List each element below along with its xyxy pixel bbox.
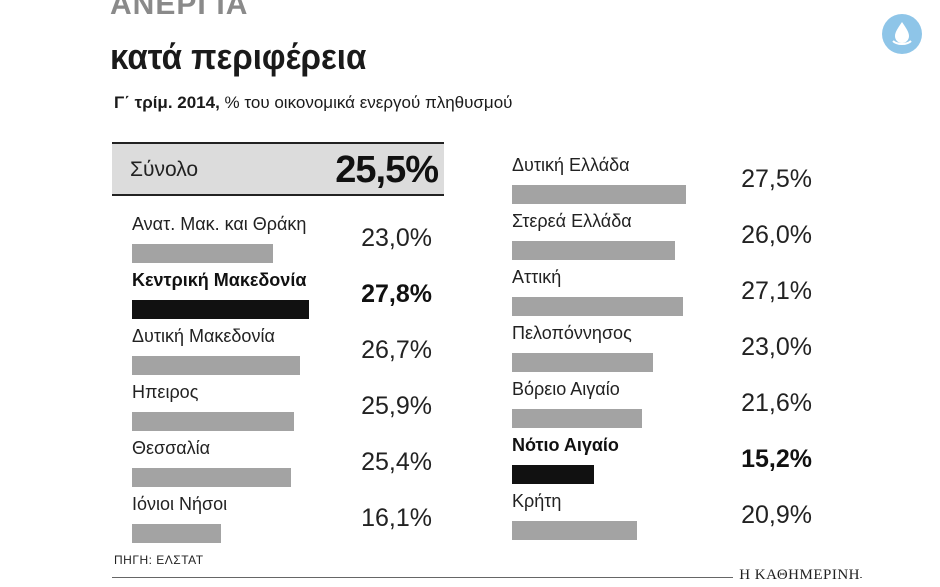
chart-supertitle: ΑΝΕΡΓΙΑ <box>110 0 249 21</box>
region-name: Βόρειο Αιγαίο <box>512 379 620 399</box>
region-bar <box>512 353 653 372</box>
region-value: 20,9% <box>741 501 812 529</box>
region-value: 15,2% <box>741 445 812 473</box>
region-bar <box>512 241 675 260</box>
footer-divider <box>112 577 862 578</box>
region-value: 27,1% <box>741 277 812 305</box>
region-value: 26,7% <box>361 336 432 364</box>
region-value: 23,0% <box>741 333 812 361</box>
region-name: Νότιο Αιγαίο <box>512 435 619 455</box>
region-name: Κρήτη <box>512 491 562 511</box>
region-value: 25,9% <box>361 392 432 420</box>
brand-name: Η ΚΑΘΗΜΕΡΙΝΗ <box>733 567 860 584</box>
subtitle-period: Γ΄ τρίμ. 2014, <box>114 93 220 112</box>
region-name: Αττική <box>512 267 562 287</box>
chart-title: κατά περιφέρεια <box>110 36 367 77</box>
region-bar <box>132 244 273 263</box>
region-bar <box>132 300 309 319</box>
region-bar <box>132 468 291 487</box>
region-value: 27,8% <box>361 280 432 308</box>
region-value: 23,0% <box>361 224 432 252</box>
region-name: Θεσσαλία <box>132 438 211 458</box>
region-bar <box>512 521 637 540</box>
region-name: Στερεά Ελλάδα <box>512 211 632 231</box>
region-bar <box>512 185 686 204</box>
source-note: ΠΗΓΗ: ΕΛΣΤΑΤ <box>114 553 204 567</box>
region-name: Ανατ. Μακ. και Θράκη <box>132 214 307 234</box>
total-box: Σύνολο 25,5% <box>112 142 444 196</box>
region-name: Ηπειρος <box>132 382 199 402</box>
region-value: 21,6% <box>741 389 812 417</box>
region-bar <box>512 409 642 428</box>
region-bar <box>132 356 300 375</box>
region-name: Πελοπόννησος <box>512 323 632 343</box>
region-name: Δυτική Μακεδονία <box>132 326 275 346</box>
region-value: 26,0% <box>741 221 812 249</box>
region-value: 27,5% <box>741 165 812 193</box>
region-name: Κεντρική Μακεδονία <box>132 270 307 290</box>
region-bar <box>132 524 221 543</box>
water-drop-logo-icon <box>882 14 922 54</box>
chart-subtitle: Γ΄ τρίμ. 2014, % του οικονομικά ενεργού … <box>114 93 512 113</box>
total-value: 25,5% <box>335 149 439 191</box>
region-value: 16,1% <box>361 504 432 532</box>
total-label: Σύνολο <box>130 158 199 181</box>
region-bar <box>512 465 594 484</box>
region-value: 25,4% <box>361 448 432 476</box>
region-bar <box>512 297 683 316</box>
region-name: Ιόνιοι Νήσοι <box>132 494 228 514</box>
region-bar <box>132 412 294 431</box>
region-name: Δυτική Ελλάδα <box>512 155 630 175</box>
subtitle-unit: % του οικονομικά ενεργού πληθυσμού <box>219 93 513 112</box>
